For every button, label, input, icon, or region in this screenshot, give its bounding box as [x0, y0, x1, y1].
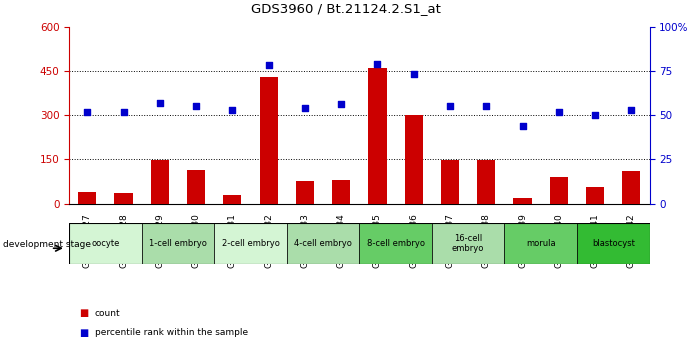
Bar: [359, 223, 432, 264]
Text: 4-cell embryo: 4-cell embryo: [294, 239, 352, 248]
Text: morula: morula: [526, 239, 556, 248]
Bar: [142, 223, 214, 264]
Text: count: count: [95, 309, 120, 318]
Point: [299, 105, 310, 111]
Text: oocyte: oocyte: [91, 239, 120, 248]
Point: [263, 63, 274, 68]
Bar: [187, 170, 205, 204]
Text: blastocyst: blastocyst: [591, 239, 635, 248]
Bar: [260, 77, 278, 204]
Point: [191, 103, 202, 109]
Bar: [223, 195, 241, 204]
Bar: [623, 171, 641, 204]
Point: [517, 123, 528, 129]
Text: GDS3960 / Bt.21124.2.S1_at: GDS3960 / Bt.21124.2.S1_at: [251, 2, 440, 15]
Point: [589, 112, 600, 118]
Bar: [513, 198, 531, 204]
Point: [408, 72, 419, 77]
Bar: [332, 180, 350, 204]
Bar: [586, 187, 604, 204]
Bar: [69, 223, 142, 264]
Bar: [405, 115, 423, 204]
Bar: [78, 192, 96, 204]
Bar: [115, 193, 133, 204]
Text: 2-cell embryo: 2-cell embryo: [222, 239, 279, 248]
Text: 16-cell
embryo: 16-cell embryo: [452, 234, 484, 253]
Point: [227, 107, 238, 113]
Bar: [296, 181, 314, 204]
Point: [336, 102, 347, 107]
Bar: [287, 223, 359, 264]
Point: [154, 100, 165, 105]
Point: [444, 103, 455, 109]
Text: ■: ■: [79, 308, 88, 318]
Point: [118, 109, 129, 114]
Bar: [550, 177, 568, 204]
Bar: [577, 223, 650, 264]
Bar: [151, 160, 169, 204]
Bar: [504, 223, 577, 264]
Point: [82, 109, 93, 114]
Bar: [477, 160, 495, 204]
Text: development stage: development stage: [3, 240, 91, 250]
Point: [481, 103, 492, 109]
Bar: [441, 160, 459, 204]
Text: percentile rank within the sample: percentile rank within the sample: [95, 328, 248, 337]
Bar: [214, 223, 287, 264]
Text: 8-cell embryo: 8-cell embryo: [367, 239, 424, 248]
Point: [553, 109, 565, 114]
Text: 1-cell embryo: 1-cell embryo: [149, 239, 207, 248]
Bar: [368, 68, 386, 204]
Bar: [432, 223, 504, 264]
Point: [626, 107, 637, 113]
Text: ■: ■: [79, 328, 88, 338]
Point: [372, 61, 383, 67]
